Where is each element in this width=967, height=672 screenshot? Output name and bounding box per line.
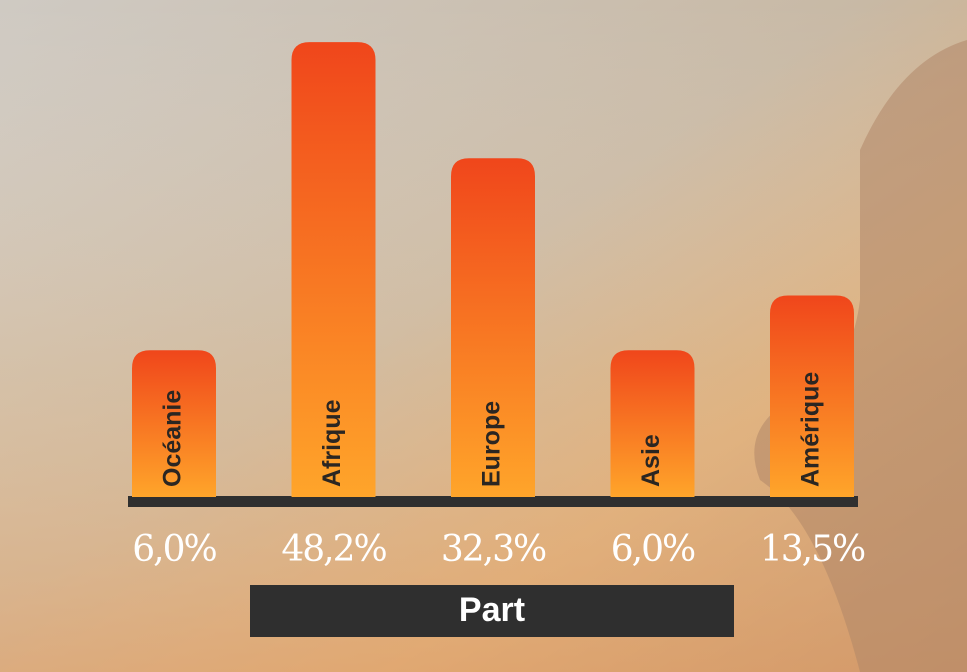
value-label: 6,0% [611,529,695,570]
category-label: Amérique [797,372,825,487]
value-label: 48,2% [281,529,386,570]
bar [451,158,535,497]
value-label: 6,0% [132,529,216,570]
category-label: Asie [637,434,665,487]
axis-label-box [250,585,734,637]
baseline [128,496,858,507]
bar [770,295,854,497]
category-label: Océanie [159,390,187,487]
category-label: Europe [478,401,506,487]
bar [610,350,695,497]
x-axis-label: Part [459,591,525,629]
bar [291,42,376,497]
category-label: Afrique [318,399,346,487]
hand-shape [754,40,967,672]
value-label: 32,3% [441,529,546,570]
bar [132,350,216,497]
value-label: 13,5% [760,529,865,570]
